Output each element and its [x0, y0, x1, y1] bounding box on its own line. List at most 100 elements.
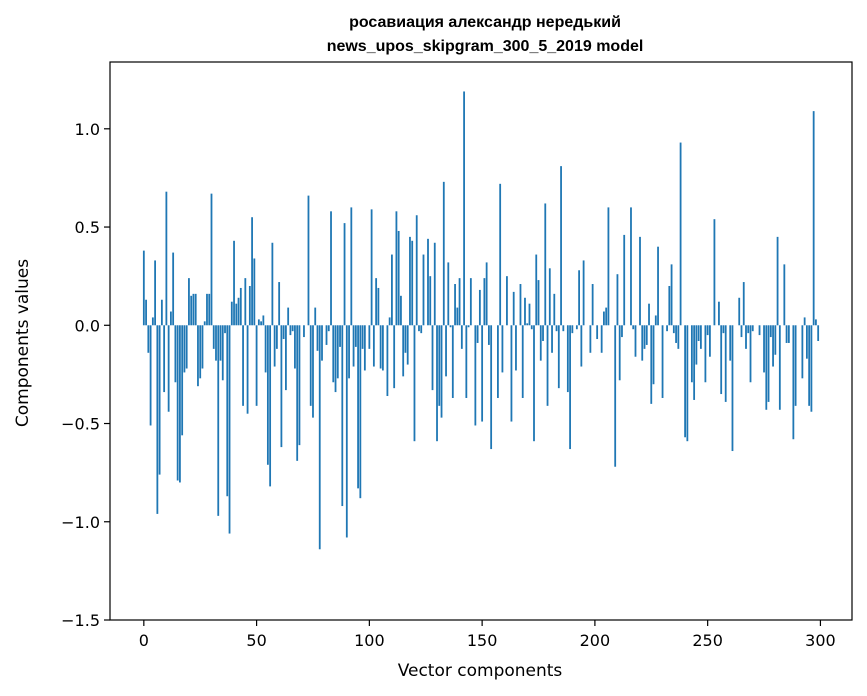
bar-211	[618, 325, 621, 381]
bar-154	[490, 325, 493, 450]
bar-44	[242, 325, 244, 406]
bar-123	[420, 325, 423, 334]
bar-96	[359, 325, 362, 499]
y-tick-label: 1.0	[75, 120, 100, 139]
bar-217	[632, 325, 635, 330]
bar-4	[151, 317, 154, 326]
bar-94	[354, 325, 357, 347]
bar-61	[280, 325, 283, 448]
bar-268	[747, 325, 750, 334]
x-tick-label: 50	[246, 631, 266, 650]
bar-13	[172, 252, 175, 326]
bar-258	[724, 325, 727, 402]
bar-147	[474, 325, 477, 426]
bar-249	[704, 325, 707, 383]
bar-165	[515, 325, 517, 371]
bar-28	[206, 293, 208, 326]
bar-91	[348, 325, 350, 379]
bar-98	[363, 325, 366, 371]
bar-157	[497, 325, 499, 398]
bar-117	[406, 325, 409, 365]
bar-179	[546, 325, 549, 406]
bar-203	[600, 325, 603, 353]
bar-88	[341, 325, 344, 507]
bar-65	[289, 325, 292, 336]
bar-153	[487, 325, 490, 345]
bar-21	[190, 295, 193, 326]
bar-78	[318, 325, 321, 550]
y-tick-label: −1.0	[61, 513, 100, 532]
bar-97	[361, 325, 364, 349]
bar-47	[248, 285, 251, 326]
bar-260	[729, 325, 732, 361]
bar-10	[165, 191, 168, 326]
bar-293	[803, 317, 806, 326]
bar-277	[767, 325, 770, 402]
bar-172	[530, 325, 533, 330]
bar-82	[327, 325, 330, 332]
bar-31	[212, 325, 215, 349]
bar-141	[460, 325, 463, 349]
bar-250	[706, 325, 709, 336]
bar-15	[176, 325, 179, 481]
bar-282	[778, 325, 781, 410]
bar-76	[314, 307, 317, 326]
bar-104	[377, 287, 380, 326]
bar-193	[578, 270, 580, 326]
bar-112	[395, 211, 398, 326]
bar-288	[792, 325, 795, 440]
bar-71	[303, 325, 305, 338]
bar-106	[381, 325, 384, 371]
bar-275	[763, 325, 765, 373]
bar-40	[233, 240, 235, 326]
bar-20	[188, 278, 190, 326]
bar-64	[287, 307, 290, 326]
plot-area-frame	[109, 61, 853, 621]
bar-46	[246, 325, 249, 414]
bar-92	[350, 207, 353, 326]
bar-11	[167, 325, 170, 412]
bar-177	[542, 325, 544, 341]
bar-101	[370, 209, 373, 326]
bar-261	[731, 325, 734, 452]
bar-183	[555, 325, 558, 332]
bar-251	[709, 325, 711, 357]
bar-181	[551, 325, 553, 353]
bar-131	[438, 325, 441, 406]
bar-45	[244, 278, 247, 326]
bar-119	[411, 240, 414, 326]
y-axis-ticks: −1.5 −1.0 −0.5 0.0 0.5 1.0	[61, 120, 110, 630]
bar-150	[481, 325, 484, 422]
bar-198	[589, 325, 592, 353]
bar-152	[485, 262, 488, 326]
bar-163	[510, 325, 513, 422]
bar-14	[174, 325, 177, 383]
bar-12	[169, 311, 172, 326]
bar-173	[533, 325, 535, 442]
bar-174	[535, 254, 538, 326]
bar-36	[224, 325, 226, 334]
bar-190	[571, 325, 574, 334]
bar-33	[217, 325, 220, 516]
bar-244	[693, 325, 696, 400]
bar-221	[641, 325, 644, 361]
bar-8	[160, 299, 163, 326]
bar-255	[718, 301, 720, 326]
bar-53	[262, 315, 265, 326]
bar-285	[785, 325, 788, 343]
bar-68	[296, 325, 299, 461]
y-tick-label: 0.5	[75, 218, 100, 237]
bar-182	[553, 293, 556, 326]
bar-34	[219, 325, 222, 361]
x-axis-ticks: 0 50 100 150 200 250 300	[139, 620, 836, 650]
bar-238	[679, 142, 682, 326]
bar-43	[239, 287, 242, 326]
bar-189	[569, 325, 571, 450]
bar-23	[194, 293, 197, 326]
bar-245	[695, 325, 698, 365]
bar-67	[294, 325, 296, 369]
bar-151	[483, 278, 486, 326]
bar-58	[273, 325, 276, 367]
bar-257	[722, 325, 725, 334]
bar-132	[440, 325, 443, 418]
